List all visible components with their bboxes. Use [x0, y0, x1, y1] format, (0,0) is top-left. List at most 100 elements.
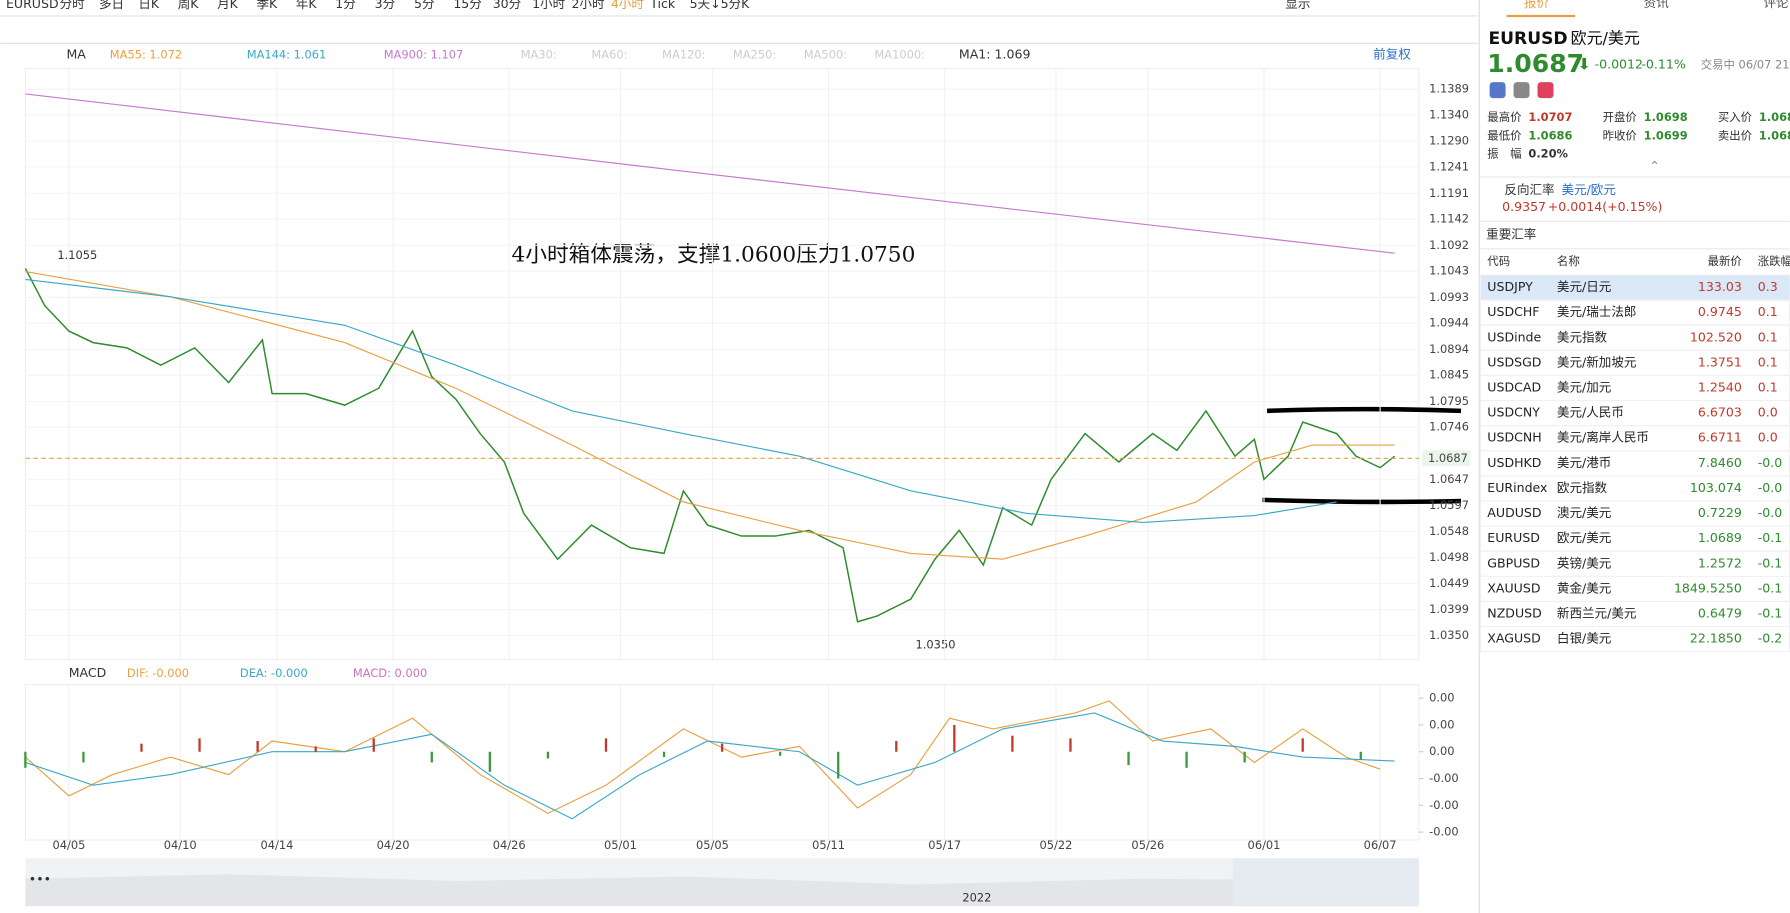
ma-line: [25, 271, 1395, 560]
legend-item: MA900: 1.107: [384, 47, 464, 61]
reverse-pair[interactable]: 美元/欧元: [1561, 182, 1616, 197]
x-tick-label: 05/26: [1131, 838, 1164, 852]
adjust-button[interactable]: 前复权: [1373, 46, 1411, 61]
y-tick-label: -0.00: [1429, 771, 1459, 785]
y-tick-label: -0.00: [1429, 798, 1459, 812]
y-tick-label: 1.0845: [1429, 368, 1469, 382]
display-menu[interactable]: 显示: [1285, 0, 1310, 11]
table-cell: 1849.5250: [1674, 580, 1742, 595]
stat-label: 昨收价: [1603, 128, 1638, 142]
period-button[interactable]: 5天↓5分K: [690, 0, 751, 11]
x-tick-label: 05/01: [604, 838, 637, 852]
table-row[interactable]: [1479, 625, 1790, 653]
x-tick-label: 05/11: [812, 838, 845, 852]
table-header: 涨跌幅: [1758, 254, 1790, 268]
stat-label: 最高价: [1487, 110, 1522, 124]
period-button[interactable]: 多日: [99, 0, 124, 11]
period-button[interactable]: Tick: [649, 0, 676, 11]
table-row[interactable]: [1479, 550, 1790, 577]
macd-bar: [314, 746, 317, 752]
reverse-change: +0.0014(+0.15%): [1548, 199, 1663, 214]
table-row[interactable]: [1479, 349, 1790, 377]
y-tick-label: 1.0399: [1429, 602, 1469, 616]
icon[interactable]: [1537, 82, 1554, 99]
icon[interactable]: [1489, 82, 1506, 99]
macd-bar: [662, 751, 666, 758]
period-button[interactable]: 15分: [453, 0, 482, 11]
x-tick-label: 04/26: [493, 838, 526, 852]
table-row[interactable]: [1479, 374, 1790, 402]
y-tick-label: 1.1290: [1429, 134, 1469, 148]
table-cell: -0.1: [1758, 580, 1782, 595]
table-cell: USDCNY: [1487, 405, 1540, 420]
macd-bar: [1243, 751, 1246, 763]
quote-price: 1.0687: [1487, 49, 1584, 78]
period-button[interactable]: 年K: [296, 0, 318, 11]
tab[interactable]: 评论: [1763, 0, 1789, 10]
table-cell: 英镑/美元: [1557, 555, 1612, 570]
period-button[interactable]: 月K: [217, 0, 239, 11]
legend-item: MA1000:: [874, 47, 925, 61]
table-row[interactable]: [1479, 299, 1790, 326]
collapse[interactable]: ⌃: [1649, 158, 1660, 173]
table-cell: 22.1850: [1690, 631, 1742, 646]
table-cell: USDCAD: [1487, 380, 1541, 395]
table-cell: 0.1: [1758, 354, 1778, 369]
navigator-more[interactable]: •••: [29, 871, 51, 886]
period-button[interactable]: 季K: [256, 0, 278, 11]
table-cell: -0.1: [1758, 555, 1782, 570]
table-cell: 白银/美元: [1557, 631, 1612, 646]
x-tick-label: 04/20: [377, 838, 410, 852]
annotation: 4小时箱体震荡，支撑1.0600压力1.0750: [512, 243, 916, 268]
period-button[interactable]: 1分: [335, 0, 356, 11]
stat-value: 1.068: [1759, 110, 1790, 124]
tab[interactable]: 报价: [1524, 0, 1550, 10]
quote-change: -0.0012: [1595, 57, 1643, 72]
quote-name: 欧元/美元: [1571, 28, 1640, 47]
ma1-label: MA1: 1.069: [959, 46, 1031, 61]
table-cell: 0.0: [1758, 430, 1778, 445]
table-cell: 1.0689: [1698, 530, 1742, 545]
period-button[interactable]: 1小时: [532, 0, 566, 11]
legend-item: MA60:: [591, 47, 627, 61]
high-label: 1.1055: [57, 248, 97, 262]
y-tick-label: 1.1092: [1429, 238, 1469, 252]
table-cell: 美元/离岸人民币: [1557, 430, 1649, 445]
table-cell: -0.0: [1758, 505, 1782, 520]
period-button[interactable]: 30分: [493, 0, 522, 11]
x-tick-label: 05/05: [696, 838, 729, 852]
stat-label: 买入价: [1718, 110, 1753, 124]
table-cell: 0.1: [1758, 329, 1778, 344]
macd-line: [25, 712, 1395, 820]
table-header: 最新价: [1708, 254, 1743, 268]
main-frame: [24, 67, 1420, 661]
period-button[interactable]: 5分: [414, 0, 435, 11]
macd-bar: [1301, 738, 1304, 752]
table-row[interactable]: [1479, 400, 1790, 427]
table-cell: EURUSD: [1487, 530, 1540, 545]
quote-change-pct: -0.11%: [1641, 57, 1685, 72]
icon[interactable]: [1513, 82, 1530, 99]
table-cell: -0.0: [1758, 480, 1782, 495]
table-cell: EURindex: [1487, 480, 1548, 495]
table-cell: USDinde: [1487, 329, 1541, 344]
period-button[interactable]: 2小时: [571, 0, 605, 11]
table-row[interactable]: [1479, 475, 1790, 502]
period-button[interactable]: 分时: [60, 0, 86, 11]
stat-value: 1.068: [1759, 128, 1790, 142]
macd-bar: [256, 741, 259, 752]
period-button[interactable]: 3分: [375, 0, 396, 11]
stat-value: 0.20%: [1528, 147, 1568, 161]
table-row[interactable]: [1479, 324, 1790, 351]
y-tick-label: 1.0944: [1429, 316, 1469, 330]
table-cell: 102.520: [1690, 329, 1742, 344]
current-price-label: 1.0687: [1428, 451, 1468, 465]
period-button[interactable]: 4小时: [611, 0, 645, 11]
tab[interactable]: 资讯: [1644, 0, 1670, 10]
legend-item: DEA: -0.000: [240, 666, 308, 680]
period-button[interactable]: 日K: [138, 0, 160, 11]
table-cell: GBPUSD: [1487, 555, 1540, 570]
table-row[interactable]: [1479, 575, 1790, 603]
table-row[interactable]: [1479, 450, 1790, 477]
period-button[interactable]: 周K: [178, 0, 200, 11]
